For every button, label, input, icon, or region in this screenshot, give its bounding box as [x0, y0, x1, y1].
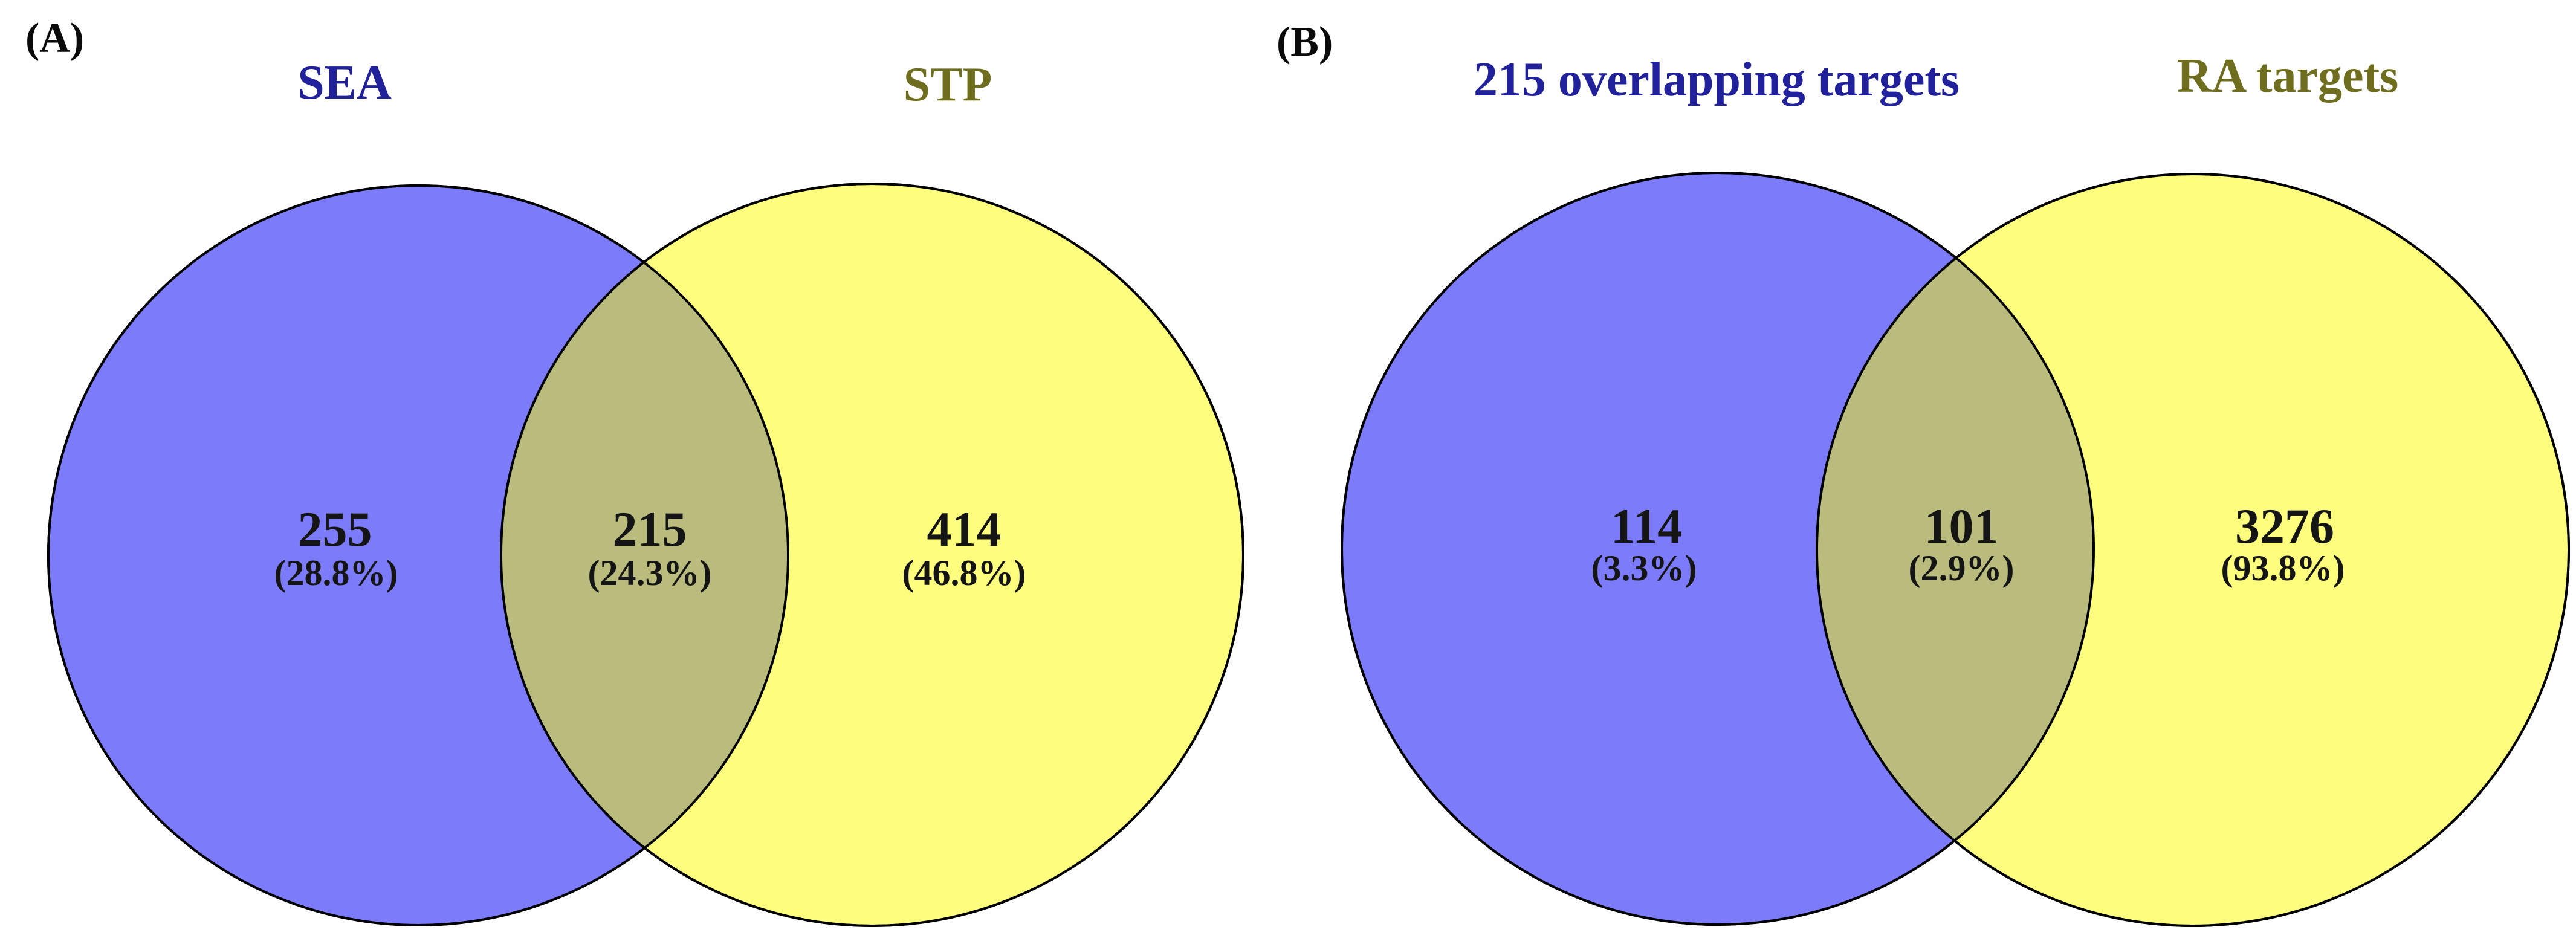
panel-a-left-value: 255 [298, 502, 372, 557]
panel-b-left-circle-outline [1341, 172, 2095, 926]
panel-a-overlap-region [501, 186, 788, 925]
panel-b-overlap-value: 101 [1924, 499, 1999, 554]
panel-b-right-value: 3276 [2235, 499, 2334, 554]
panel-a-right-value: 414 [927, 502, 1002, 557]
panel-a-left-title: SEA [297, 56, 392, 109]
panel-a-right-title: STP [904, 58, 992, 111]
panel-b-overlap-pct: (2.9%) [1909, 548, 2015, 588]
panel-b-left-value: 114 [1611, 499, 1682, 554]
panel-b: (B) 215 overlapping targets RA targets 1… [1277, 19, 2570, 927]
panel-a-left-circle-outline [47, 184, 789, 926]
panel-b-label: (B) [1277, 19, 1333, 65]
panel-a-label: (A) [25, 15, 84, 62]
panel-a-overlap-value: 215 [613, 502, 687, 557]
panel-b-left-title: 215 overlapping targets [1474, 53, 1960, 106]
panel-b-overlap-region [1817, 174, 2094, 925]
panel-a: (A) SEA STP 255 (28.8%) 215 (24.3%) 414 … [25, 15, 1244, 927]
panel-b-right-circle-outline [1816, 173, 2570, 927]
panel-a-right-circle-outline [500, 183, 1244, 927]
panel-b-left-pct: (3.3%) [1591, 548, 1697, 588]
panel-a-right-pct: (46.8%) [902, 553, 1026, 593]
panel-b-right-pct: (93.8%) [2221, 548, 2345, 588]
panel-a-overlap-pct: (24.3%) [588, 553, 712, 593]
panel-a-left-pct: (28.8%) [274, 553, 398, 593]
panel-b-right-title: RA targets [2177, 50, 2399, 103]
